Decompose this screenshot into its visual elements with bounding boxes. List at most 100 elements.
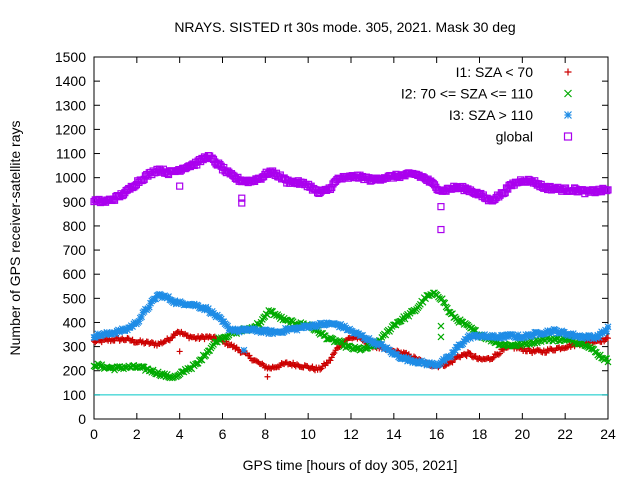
- data-point: [437, 322, 445, 330]
- y-tick-label: 100: [63, 387, 87, 403]
- data-point: [129, 323, 136, 330]
- data-point: [309, 363, 316, 370]
- data-point: [140, 308, 148, 315]
- y-tick-label: 1000: [55, 170, 86, 186]
- data-point: [112, 330, 120, 338]
- data-point: [422, 359, 429, 367]
- data-point: [147, 299, 154, 307]
- data-point: [438, 295, 446, 303]
- data-point: [594, 331, 602, 339]
- data-point: [365, 334, 373, 342]
- data-point: [352, 345, 360, 352]
- x-tick-label: 12: [343, 426, 359, 442]
- data-point: [603, 327, 611, 335]
- legend-label: I2: 70 <= SZA <= 110: [401, 86, 533, 102]
- y-tick-label: 500: [63, 290, 87, 306]
- y-tick-label: 1100: [56, 146, 86, 162]
- series-2: [90, 290, 612, 370]
- data-point: [240, 346, 248, 354]
- data-point: [264, 373, 271, 380]
- legend-marker: [563, 132, 573, 141]
- data-point: [564, 89, 572, 98]
- data-point: [135, 317, 143, 325]
- chart-title: NRAYS. SISTED rt 30s mode. 305, 2021. Ma…: [174, 19, 515, 35]
- data-point: [321, 321, 329, 329]
- data-point: [145, 303, 153, 311]
- data-point: [510, 342, 518, 350]
- data-point: [113, 363, 121, 371]
- legend-label: I1: SZA < 70: [456, 64, 534, 80]
- data-point: [472, 353, 479, 360]
- data-point: [327, 357, 334, 364]
- data-point: [157, 291, 165, 299]
- data-point: [238, 194, 246, 202]
- data-point: [343, 342, 351, 350]
- data-point: [168, 335, 175, 342]
- legend-label: I3: SZA > 110: [449, 107, 533, 123]
- data-point: [447, 352, 455, 360]
- data-point: [563, 344, 570, 351]
- data-point: [499, 331, 507, 339]
- data-point: [596, 330, 604, 338]
- x-tick-label: 22: [557, 426, 573, 442]
- data-point: [234, 346, 241, 353]
- legend: I1: SZA < 70 I2: 70 <= SZA <= 110 I3: SZA …: [401, 64, 573, 145]
- data-point: [459, 340, 467, 348]
- data-point: [489, 355, 496, 362]
- data-point: [429, 360, 437, 368]
- data-point: [463, 336, 471, 344]
- data-point: [196, 336, 203, 343]
- data-point: [527, 333, 535, 341]
- data-point: [521, 333, 528, 341]
- data-point: [328, 354, 335, 361]
- y-tick-label: 700: [63, 242, 87, 258]
- data-point: [378, 340, 386, 348]
- x-tick-label: 20: [515, 426, 531, 442]
- data-point: [317, 366, 324, 373]
- data-point: [114, 326, 122, 334]
- data-point: [331, 350, 338, 357]
- data-point: [604, 186, 612, 194]
- data-point: [176, 182, 184, 190]
- data-point: [330, 351, 337, 358]
- data-point: [280, 328, 288, 335]
- series-group: [90, 152, 612, 382]
- series-3: [90, 152, 612, 234]
- x-tick-label: 24: [600, 426, 616, 442]
- legend-marker: [564, 89, 572, 98]
- data-point: [564, 68, 572, 76]
- data-point: [603, 186, 611, 195]
- data-point: [238, 199, 246, 207]
- data-point: [465, 332, 473, 339]
- data-point: [337, 320, 345, 328]
- legend-marker: [564, 68, 572, 76]
- data-point: [441, 357, 449, 365]
- legend-marker: [564, 111, 572, 119]
- data-point: [202, 303, 210, 311]
- data-point: [437, 333, 445, 341]
- y-tick-label: 1400: [55, 73, 86, 89]
- data-point: [246, 352, 253, 359]
- data-point: [602, 354, 609, 362]
- data-point: [93, 332, 100, 340]
- data-point: [373, 342, 381, 349]
- x-tick-label: 10: [300, 426, 316, 442]
- data-point: [495, 351, 502, 358]
- data-point: [463, 353, 470, 360]
- y-axis-label: Number of GPS receiver-satellite rays: [7, 121, 23, 356]
- data-point: [605, 335, 611, 342]
- data-point: [443, 304, 451, 312]
- data-point: [514, 331, 522, 339]
- data-point: [282, 324, 289, 332]
- data-point: [139, 363, 147, 371]
- data-point: [138, 313, 145, 321]
- data-point: [400, 353, 408, 361]
- y-tick-label: 400: [63, 314, 87, 330]
- data-point: [568, 332, 576, 340]
- data-point: [233, 327, 241, 335]
- data-point: [467, 350, 474, 357]
- x-tick-label: 6: [219, 426, 227, 442]
- axis-ticks: 0 2 4 6 8 10 12 14 16 18 20 22 240100200300400500600…: [55, 49, 616, 442]
- y-tick-label: 900: [63, 194, 87, 210]
